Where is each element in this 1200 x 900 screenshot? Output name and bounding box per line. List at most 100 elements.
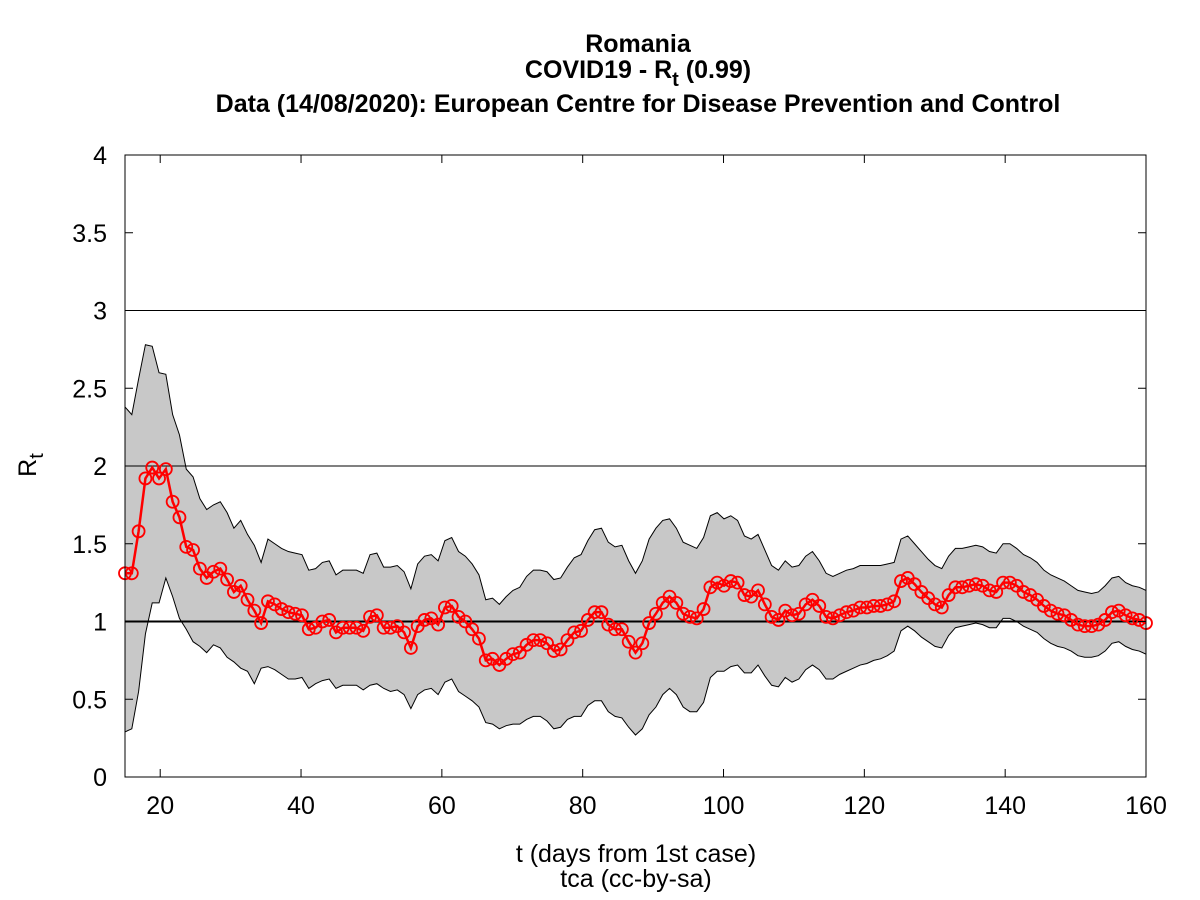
rt-point (152, 471, 166, 486)
rt-point (880, 597, 895, 612)
rt-point (1037, 599, 1051, 613)
rt-point (1105, 605, 1119, 620)
rt-point (1118, 608, 1133, 623)
x-tick-label: 160 (1125, 792, 1167, 820)
rt-point (642, 616, 657, 630)
rt-point (703, 580, 718, 595)
chart-title-source: Data (14/08/2020): European Centre for D… (216, 90, 1061, 118)
rt-point (1071, 617, 1085, 632)
y-tick-label: 0 (93, 764, 107, 792)
rt-point (723, 574, 738, 588)
rt-point (628, 645, 643, 660)
rt-point (832, 608, 847, 623)
rt-point (288, 606, 303, 621)
rt-point (165, 494, 180, 509)
rt-point (635, 636, 650, 651)
y-axis-label-main: R (14, 459, 42, 477)
rt-point (349, 620, 364, 635)
x-tick-label: 40 (287, 792, 315, 820)
rt-point (567, 625, 582, 640)
rt-point (710, 575, 725, 590)
rt-point (192, 561, 207, 576)
y-axis-label-subscript: t (26, 453, 48, 459)
rt-point (907, 577, 922, 592)
rt-point (730, 575, 745, 590)
rt-point (1002, 575, 1017, 590)
rt-point (145, 460, 160, 475)
rt-point (996, 575, 1010, 590)
rt-point (948, 580, 963, 595)
rt-point (887, 594, 902, 609)
rt-point (281, 605, 296, 620)
rt-point (587, 605, 602, 620)
rt-point (526, 633, 541, 648)
rt-point (254, 616, 269, 630)
rt-point (574, 623, 588, 638)
rt-point (240, 592, 255, 607)
rt-point (853, 600, 868, 615)
rt-point (689, 611, 704, 626)
rt-point (438, 600, 452, 615)
rt-point (478, 653, 493, 668)
rt-point (1098, 613, 1113, 627)
rt-point (1111, 603, 1126, 618)
y-tick-label: 4 (93, 142, 107, 170)
ticks-layer: 20 40 60 80 100 120 140 160 0 0.5 1 1.5 2 2.5 3 3.5 4 (72, 142, 1167, 820)
rt-point (301, 622, 316, 637)
rt-point (329, 625, 343, 640)
rt-point (376, 620, 391, 635)
rt-point (206, 564, 221, 579)
reference-lines-layer (125, 310, 1146, 623)
rt-point (683, 609, 697, 624)
rt-point (941, 588, 956, 602)
rt-point (465, 622, 480, 637)
rt-point (533, 633, 548, 648)
rt-point (1016, 585, 1031, 599)
rt-point (989, 585, 1004, 599)
chart-title-country: Romania (585, 30, 692, 58)
rt-point (860, 600, 874, 615)
rt-point (431, 617, 446, 632)
y-tick-label: 1 (93, 609, 107, 637)
rt-point (825, 611, 840, 626)
rt-point (1057, 608, 1072, 623)
rt-point (342, 620, 357, 635)
rt-point (1091, 617, 1106, 632)
rt-point (778, 603, 793, 618)
rt-point (894, 574, 908, 588)
x-tick-label: 20 (146, 792, 174, 820)
rt-point (846, 603, 861, 618)
rt-point (124, 566, 139, 581)
y-tick-label: 3 (93, 298, 107, 326)
rt-point (649, 606, 663, 621)
rt-point (295, 608, 309, 623)
rt-point (1132, 613, 1147, 627)
rt-point (335, 620, 350, 635)
rt-point (866, 599, 881, 613)
rt-point (383, 620, 398, 635)
chart-title-metric-prefix: COVID19 - R (525, 56, 672, 84)
rt-point (812, 599, 827, 613)
x-tick-label: 140 (984, 792, 1026, 820)
rt-point (798, 597, 813, 612)
rt-point (614, 622, 629, 637)
y-tick-label: 2 (93, 453, 107, 481)
rt-point (1125, 611, 1140, 626)
x-tick-label: 80 (569, 792, 597, 820)
rt-point (220, 572, 235, 587)
rt-point (247, 603, 262, 618)
confidence-band-area (125, 344, 1146, 736)
rt-point (839, 605, 854, 620)
rt-point (975, 578, 990, 593)
rt-point (506, 647, 520, 662)
chart-credit: tca (cc-by-sa) (560, 865, 711, 893)
rt-point (608, 622, 622, 637)
x-tick-label: 100 (703, 792, 745, 820)
rt-point (172, 510, 187, 525)
rt-point (982, 583, 997, 598)
rt-point (233, 578, 248, 593)
confidence-band-layer (124, 344, 1147, 736)
rt-point (131, 524, 146, 539)
